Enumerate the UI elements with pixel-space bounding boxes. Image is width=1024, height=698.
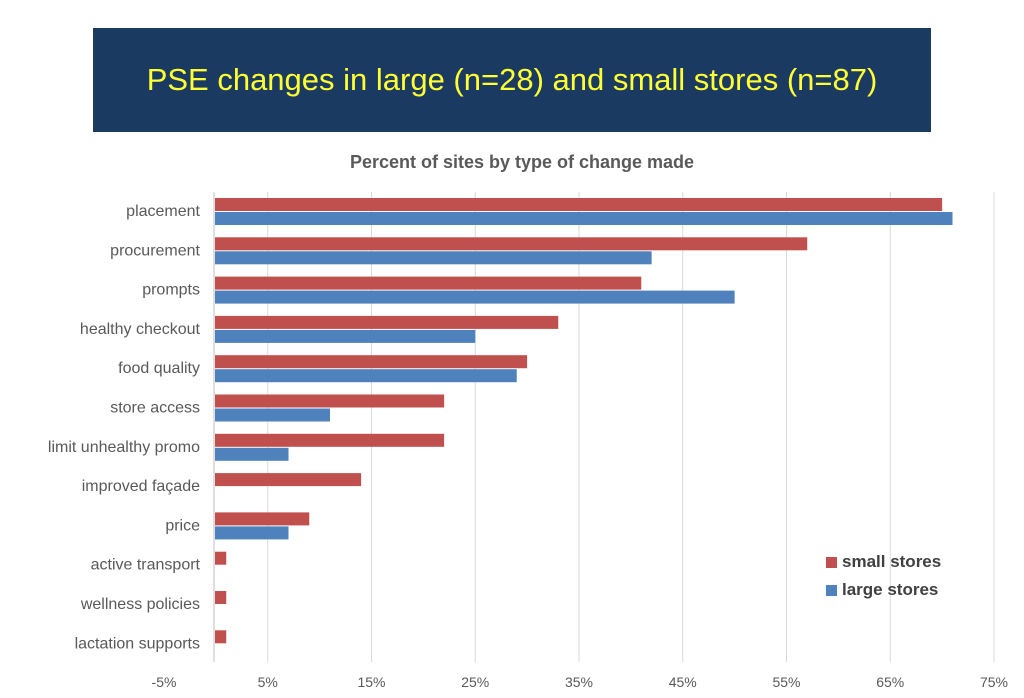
bar-small-stores [215, 276, 642, 290]
legend-label-small: small stores [842, 552, 942, 571]
category-label: prompts [142, 282, 200, 299]
legend-swatch-small [826, 556, 837, 568]
bar-large-stores [215, 212, 953, 225]
bar-small-stores [215, 512, 310, 526]
x-tick-label: 45% [669, 674, 697, 690]
category-label: procurement [110, 242, 200, 259]
category-label: healthy checkout [80, 321, 201, 338]
category-label: lactation supports [75, 635, 200, 652]
category-label: active transport [91, 557, 201, 574]
bar-large-stores [215, 447, 289, 461]
x-tick-label: 65% [876, 674, 904, 690]
x-tick-label: 15% [357, 674, 385, 690]
legend-item-small: small stores [826, 548, 941, 576]
banner-title: PSE changes in large (n=28) and small st… [146, 62, 878, 97]
bar-small-stores [215, 355, 528, 369]
legend-item-large: large stores [826, 576, 941, 604]
category-label: price [165, 517, 200, 534]
legend-label-large: large stores [842, 580, 939, 599]
title-banner: PSE changes in large (n=28) and small st… [93, 28, 931, 132]
chart-title: Percent of sites by type of change made [349, 152, 695, 172]
x-tick-label: 35% [565, 674, 593, 690]
bar-small-stores [215, 473, 362, 487]
bar-large-stores [215, 526, 289, 540]
x-tick-label: 25% [461, 674, 489, 690]
category-label: improved façade [82, 478, 200, 495]
x-tick-label: 5% [258, 674, 278, 690]
bar-small-stores [215, 551, 227, 565]
bar-small-stores [215, 630, 227, 644]
bar-large-stores [215, 369, 517, 383]
bar-small-stores [215, 591, 227, 604]
category-label: limit unhealthy promo [48, 439, 200, 456]
category-label: wellness policies [80, 596, 200, 613]
bar-large-stores [215, 290, 735, 304]
category-label: placement [126, 203, 200, 220]
x-tick-label: -5% [152, 674, 177, 690]
x-tick-label: 75% [980, 674, 1008, 690]
bar-small-stores [215, 433, 445, 447]
legend-swatch-large [826, 584, 837, 596]
bar-small-stores [215, 394, 445, 408]
bar-large-stores [215, 408, 330, 422]
bar-large-stores [215, 251, 652, 265]
x-tick-label: 55% [772, 674, 800, 690]
bar-small-stores [215, 315, 559, 329]
legend: small stores large stores [826, 548, 941, 604]
bar-small-stores [215, 237, 808, 251]
bar-large-stores [215, 329, 476, 343]
bar-small-stores [215, 198, 943, 211]
category-label: store access [110, 400, 200, 417]
category-label: food quality [118, 360, 200, 377]
